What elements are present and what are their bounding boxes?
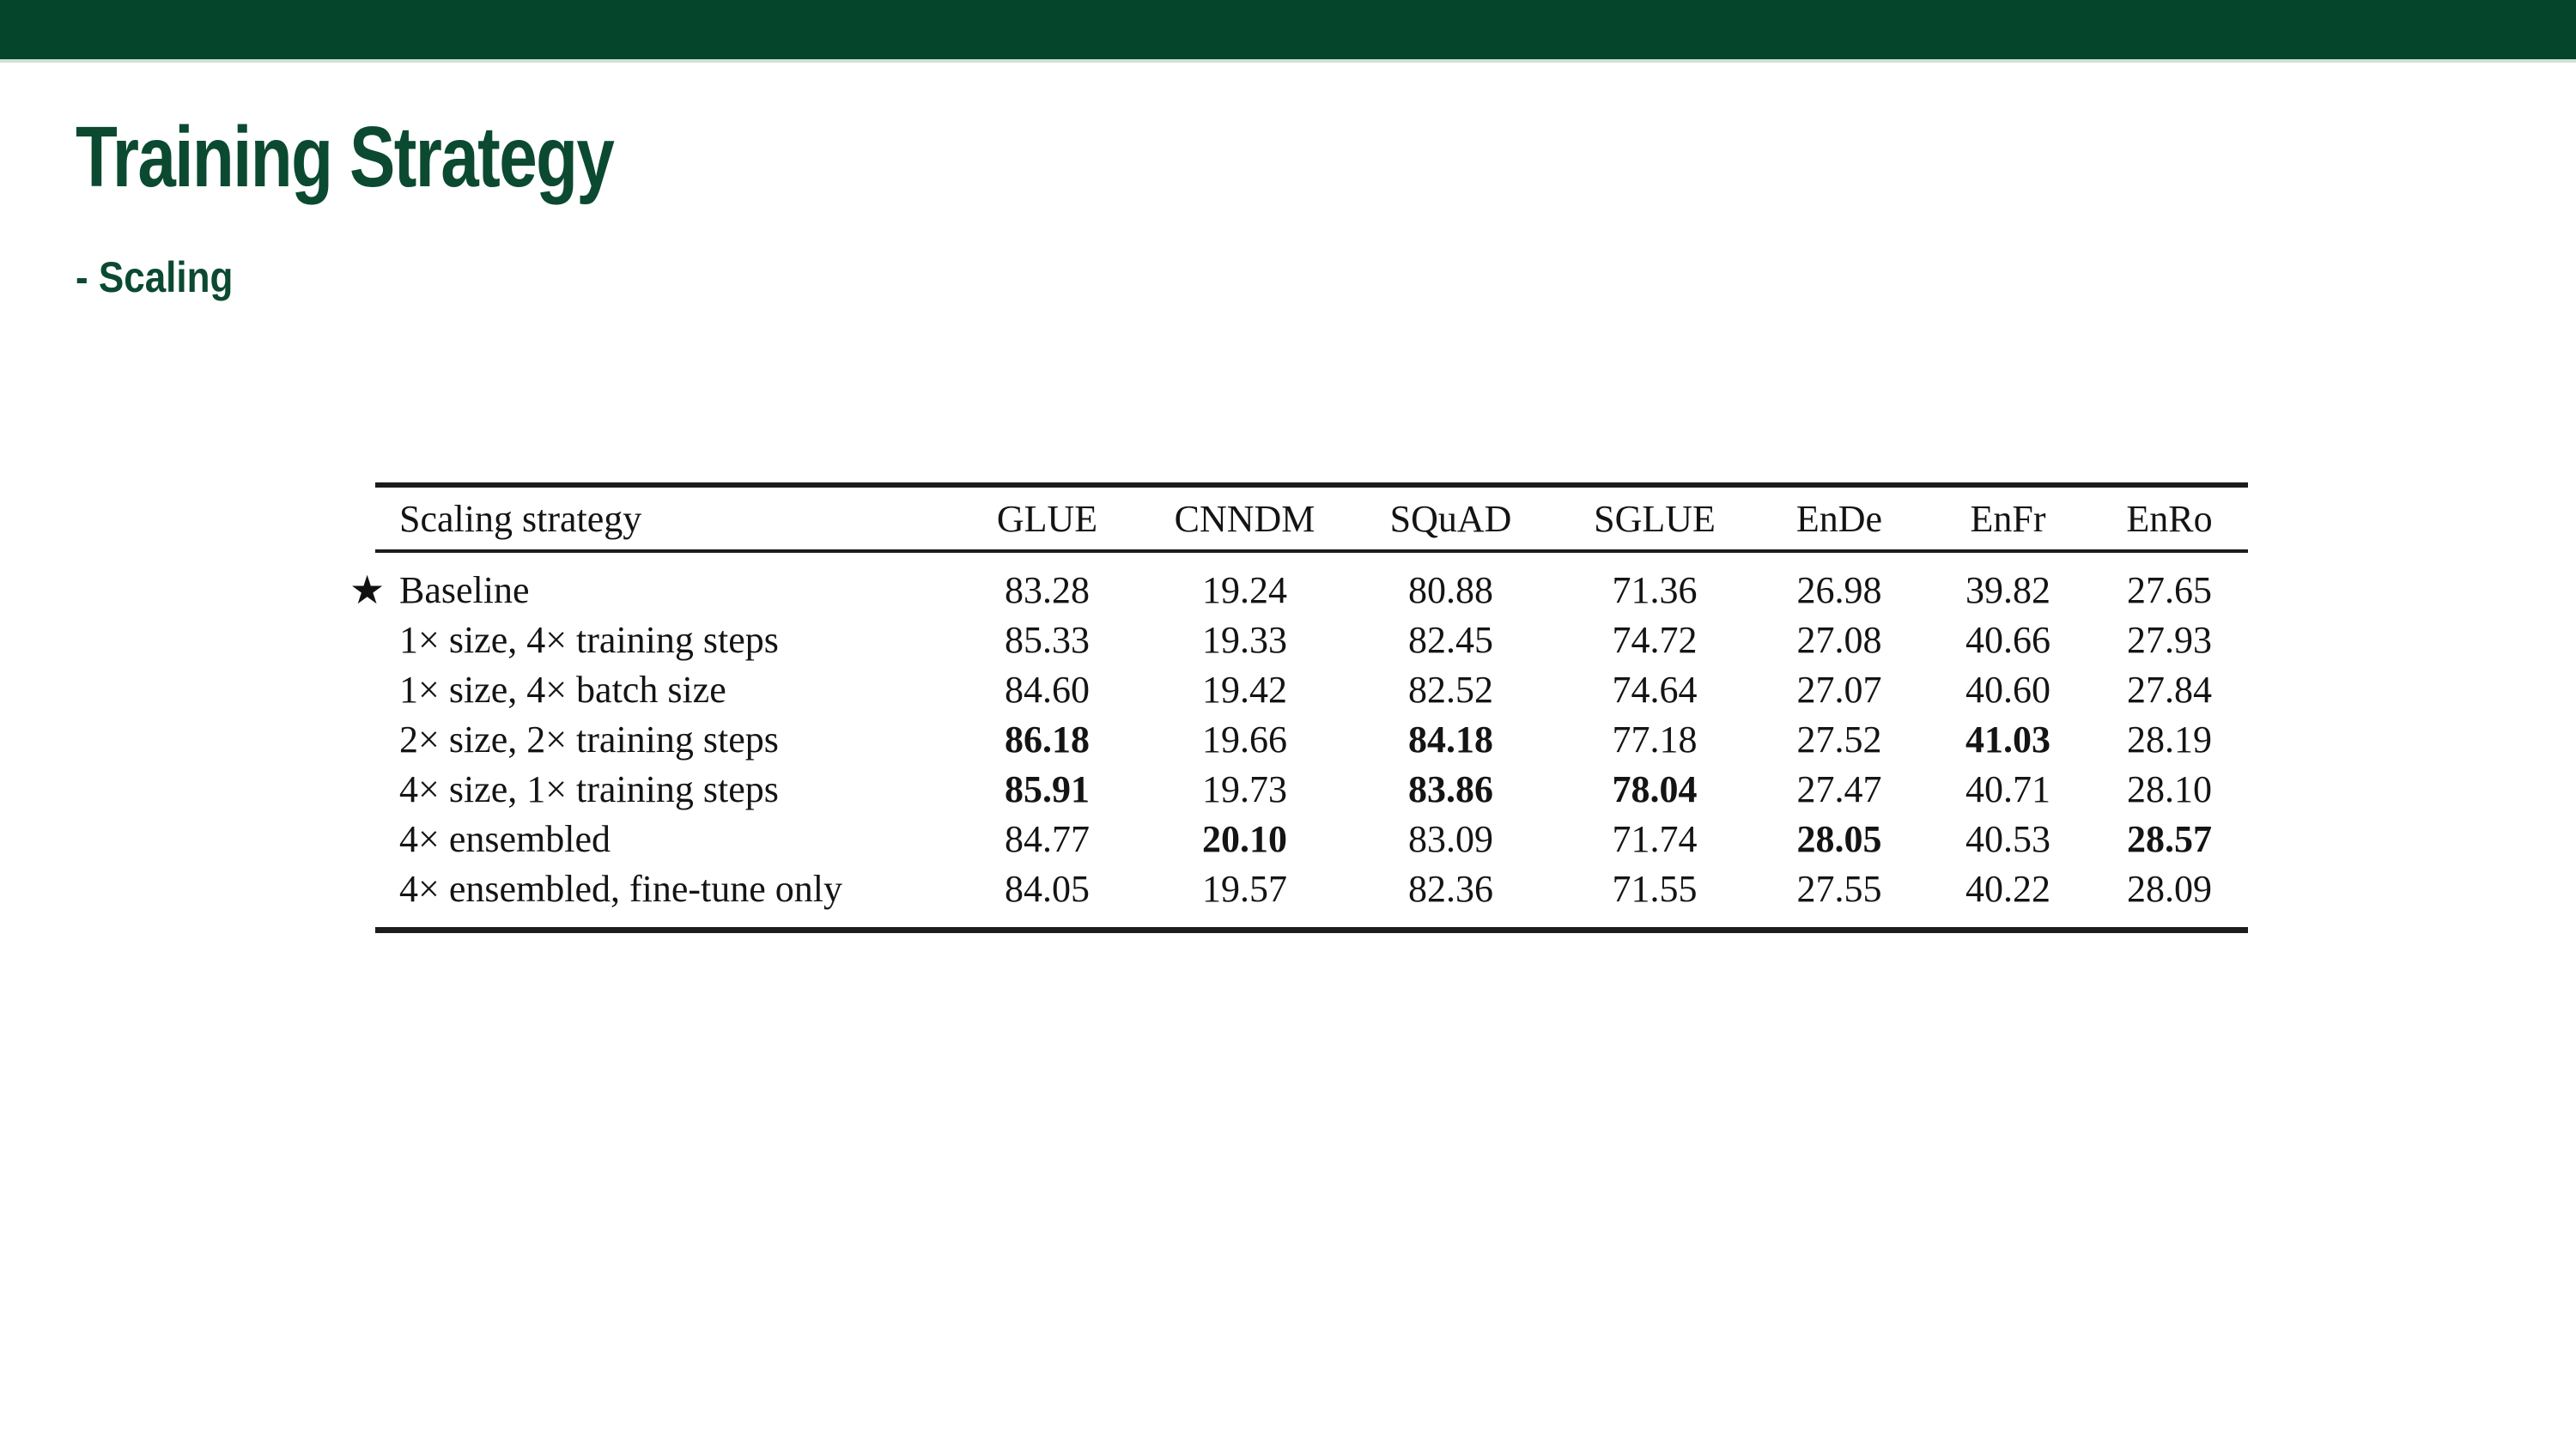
column-header-label: Scaling strategy [375, 485, 951, 553]
table-row: ★ Baseline 83.28 19.24 80.88 71.36 26.98 39.82 2… [349, 551, 2248, 615]
value-cell: 77.18 [1612, 718, 1698, 761]
value-cell: 84.60 [1005, 668, 1090, 711]
value-cell: 84.18 [1408, 718, 1493, 761]
value-cell: 40.66 [1965, 618, 2050, 661]
value-cell: 19.42 [1202, 668, 1287, 711]
value-cell: 19.33 [1202, 618, 1287, 661]
top-bar [0, 0, 2576, 63]
value-cell: 26.98 [1796, 568, 1882, 611]
value-cell: 84.77 [1005, 817, 1090, 860]
value-cell: 40.22 [1965, 867, 2050, 910]
table-header-row: Scaling strategy GLUE CNNDM SQuAD SGLUE EnDe E… [375, 485, 2248, 553]
value-cell: 78.04 [1612, 767, 1698, 810]
column-header: CNNDM [1144, 485, 1346, 553]
value-cell: 27.07 [1796, 668, 1882, 711]
star-icon: ★ [349, 567, 386, 613]
value-cell: 84.05 [1005, 867, 1090, 910]
value-cell: 27.55 [1796, 867, 1882, 910]
value-cell: 85.33 [1005, 618, 1090, 661]
row-label: 1× size, 4× training steps [399, 618, 779, 661]
column-header: SGLUE [1556, 485, 1753, 553]
value-cell: 71.55 [1612, 867, 1698, 910]
value-cell: 27.84 [2127, 668, 2212, 711]
value-cell: 19.66 [1202, 718, 1287, 761]
column-header: EnRo [2091, 485, 2248, 553]
value-cell: 41.03 [1965, 718, 2050, 761]
value-cell: 20.10 [1202, 817, 1287, 860]
row-label: 2× size, 2× training steps [399, 718, 779, 761]
page-title: Training Strategy [76, 109, 615, 205]
row-label: 4× ensembled [399, 817, 611, 860]
value-cell: 40.53 [1965, 817, 2050, 860]
value-cell: 83.09 [1408, 817, 1493, 860]
table-body: ★ Baseline 83.28 19.24 80.88 71.36 26.98 39.82 2… [349, 551, 2248, 931]
table-row: 4× ensembled 84.77 20.10 83.09 71.74 28.05 40.… [375, 814, 2248, 864]
row-label: ★ Baseline [349, 567, 530, 613]
value-cell: 27.65 [2127, 568, 2212, 611]
value-cell: 40.60 [1965, 668, 2050, 711]
section-subtitle: - Scaling [76, 253, 234, 301]
value-cell: 82.36 [1408, 867, 1493, 910]
column-header: EnFr [1925, 485, 2091, 553]
value-cell: 71.74 [1612, 817, 1698, 860]
results-table-container: Scaling strategy GLUE CNNDM SQuAD SGLUE EnDe E… [349, 482, 2248, 933]
value-cell: 28.57 [2127, 817, 2212, 860]
value-cell: 27.47 [1796, 767, 1882, 810]
value-cell: 28.19 [2127, 718, 2212, 761]
value-cell: 19.24 [1202, 568, 1287, 611]
table-row: 1× size, 4× training steps 85.33 19.33 82.4… [375, 615, 2248, 664]
results-table: Scaling strategy GLUE CNNDM SQuAD SGLUE EnDe E… [349, 482, 2248, 933]
value-cell: 83.28 [1005, 568, 1090, 611]
value-cell: 80.88 [1408, 568, 1493, 611]
value-cell: 71.36 [1612, 568, 1698, 611]
row-label: 4× ensembled, fine-tune only [399, 867, 843, 910]
row-label: 4× size, 1× training steps [399, 767, 779, 810]
value-cell: 27.93 [2127, 618, 2212, 661]
row-label: 1× size, 4× batch size [399, 668, 726, 711]
value-cell: 28.09 [2127, 867, 2212, 910]
value-cell: 86.18 [1005, 718, 1090, 761]
value-cell: 28.05 [1796, 817, 1882, 860]
column-header: EnDe [1753, 485, 1925, 553]
value-cell: 40.71 [1965, 767, 2050, 810]
value-cell: 74.64 [1612, 668, 1698, 711]
table-row: 4× ensembled, fine-tune only 84.05 19.57 82… [375, 864, 2248, 931]
value-cell: 82.45 [1408, 618, 1493, 661]
value-cell: 39.82 [1965, 568, 2050, 611]
value-cell: 19.57 [1202, 867, 1287, 910]
value-cell: 27.52 [1796, 718, 1882, 761]
value-cell: 85.91 [1005, 767, 1090, 810]
column-header: SQuAD [1346, 485, 1556, 553]
table-row: 4× size, 1× training steps 85.91 19.73 83.8… [375, 764, 2248, 814]
value-cell: 83.86 [1408, 767, 1493, 810]
value-cell: 82.52 [1408, 668, 1493, 711]
value-cell: 27.08 [1796, 618, 1882, 661]
value-cell: 19.73 [1202, 767, 1287, 810]
table-row: 2× size, 2× training steps 86.18 19.66 84.1… [375, 714, 2248, 764]
value-cell: 74.72 [1612, 618, 1698, 661]
table-row: 1× size, 4× batch size 84.60 19.42 82.52 74.… [375, 664, 2248, 714]
column-header: GLUE [951, 485, 1144, 553]
value-cell: 28.10 [2127, 767, 2212, 810]
